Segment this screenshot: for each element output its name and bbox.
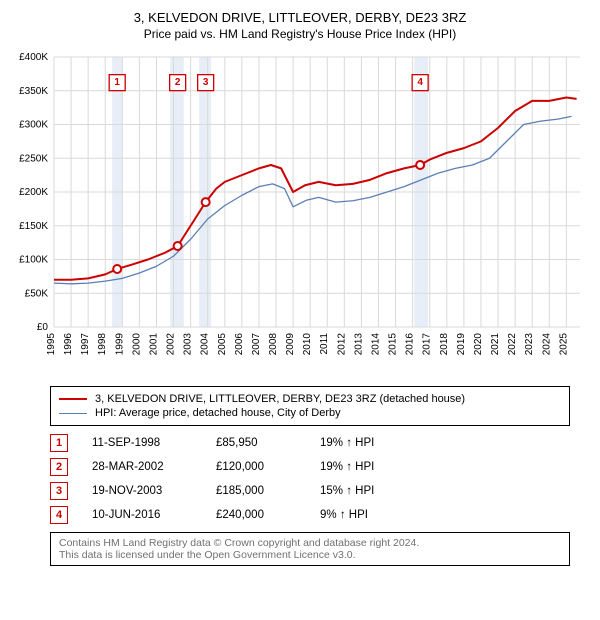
svg-text:1996: 1996 <box>63 333 74 356</box>
legend-swatch <box>59 413 87 414</box>
legend-label: 3, KELVEDON DRIVE, LITTLEOVER, DERBY, DE… <box>95 393 465 405</box>
svg-text:£400K: £400K <box>19 52 48 63</box>
svg-text:2009: 2009 <box>285 333 296 356</box>
svg-text:4: 4 <box>417 77 423 88</box>
svg-text:2003: 2003 <box>183 333 194 356</box>
title-block: 3, KELVEDON DRIVE, LITTLEOVER, DERBY, DE… <box>10 10 590 41</box>
svg-text:2006: 2006 <box>234 333 245 356</box>
svg-text:2007: 2007 <box>251 333 262 356</box>
sale-row: 4 10-JUN-2016 £240,000 9% ↑ HPI <box>50 506 570 524</box>
sale-vs-hpi: 9% ↑ HPI <box>320 509 420 521</box>
svg-text:2024: 2024 <box>541 333 552 356</box>
svg-text:1997: 1997 <box>80 333 91 356</box>
chart-area: £0 £50K £100K £150K £200K £250K £300K £350K £400… <box>10 47 590 382</box>
svg-text:£150K: £150K <box>19 221 48 232</box>
svg-text:2015: 2015 <box>388 333 399 356</box>
sale-row: 2 28-MAR-2002 £120,000 19% ↑ HPI <box>50 458 570 476</box>
svg-text:£200K: £200K <box>19 187 48 198</box>
sale-date: 11-SEP-1998 <box>92 437 192 449</box>
sale-row: 1 11-SEP-1998 £85,950 19% ↑ HPI <box>50 434 570 452</box>
svg-text:1999: 1999 <box>114 333 125 356</box>
svg-text:2002: 2002 <box>166 333 177 356</box>
sale-price: £85,950 <box>216 437 296 449</box>
chart-title: 3, KELVEDON DRIVE, LITTLEOVER, DERBY, DE… <box>10 10 590 25</box>
sale-marker-number: 3 <box>50 482 68 500</box>
svg-text:2: 2 <box>175 77 181 88</box>
svg-text:2013: 2013 <box>353 333 364 356</box>
attribution-footer: Contains HM Land Registry data © Crown c… <box>50 532 570 566</box>
footer-line: This data is licensed under the Open Gov… <box>59 549 561 561</box>
legend-swatch <box>59 398 87 400</box>
sale-marker-number: 2 <box>50 458 68 476</box>
svg-text:£0: £0 <box>37 322 49 333</box>
legend: 3, KELVEDON DRIVE, LITTLEOVER, DERBY, DE… <box>50 386 570 426</box>
svg-text:2020: 2020 <box>473 333 484 356</box>
sale-price: £185,000 <box>216 485 296 497</box>
sale-date: 28-MAR-2002 <box>92 461 192 473</box>
sale-vs-hpi: 19% ↑ HPI <box>320 437 420 449</box>
sale-marker-number: 4 <box>50 506 68 524</box>
svg-text:2018: 2018 <box>439 333 450 356</box>
svg-text:2023: 2023 <box>524 333 535 356</box>
svg-text:2021: 2021 <box>490 333 501 356</box>
chart-subtitle: Price paid vs. HM Land Registry's House … <box>10 27 590 41</box>
svg-text:£300K: £300K <box>19 120 48 131</box>
svg-text:2019: 2019 <box>456 333 467 356</box>
svg-text:2017: 2017 <box>422 333 433 356</box>
svg-text:3: 3 <box>203 77 209 88</box>
sale-date: 10-JUN-2016 <box>92 509 192 521</box>
svg-text:2014: 2014 <box>370 333 381 356</box>
legend-item: HPI: Average price, detached house, City… <box>59 407 561 419</box>
svg-text:2025: 2025 <box>558 333 569 356</box>
svg-text:£100K: £100K <box>19 255 48 266</box>
line-chart: £0 £50K £100K £150K £200K £250K £300K £350K £400… <box>10 47 590 377</box>
svg-text:£250K: £250K <box>19 153 48 164</box>
svg-text:1: 1 <box>114 77 120 88</box>
svg-text:2000: 2000 <box>131 333 142 356</box>
svg-text:2001: 2001 <box>148 333 159 356</box>
svg-text:2010: 2010 <box>302 333 313 356</box>
sale-price: £240,000 <box>216 509 296 521</box>
sale-vs-hpi: 15% ↑ HPI <box>320 485 420 497</box>
sale-marker-number: 1 <box>50 434 68 452</box>
footer-line: Contains HM Land Registry data © Crown c… <box>59 537 561 549</box>
svg-text:£350K: £350K <box>19 86 48 97</box>
svg-text:£50K: £50K <box>25 288 49 299</box>
legend-label: HPI: Average price, detached house, City… <box>95 407 341 419</box>
sale-price: £120,000 <box>216 461 296 473</box>
svg-text:2012: 2012 <box>336 333 347 356</box>
svg-text:2005: 2005 <box>217 333 228 356</box>
sale-row: 3 19-NOV-2003 £185,000 15% ↑ HPI <box>50 482 570 500</box>
svg-text:1995: 1995 <box>46 333 57 356</box>
sale-vs-hpi: 19% ↑ HPI <box>320 461 420 473</box>
svg-text:2016: 2016 <box>405 333 416 356</box>
svg-text:2022: 2022 <box>507 333 518 356</box>
svg-text:1998: 1998 <box>97 333 108 356</box>
legend-item: 3, KELVEDON DRIVE, LITTLEOVER, DERBY, DE… <box>59 393 561 405</box>
svg-text:2008: 2008 <box>268 333 279 356</box>
sales-table: 1 11-SEP-1998 £85,950 19% ↑ HPI 2 28-MAR-2002… <box>50 434 570 524</box>
svg-text:2004: 2004 <box>200 333 211 356</box>
svg-text:2011: 2011 <box>319 333 330 355</box>
sale-date: 19-NOV-2003 <box>92 485 192 497</box>
